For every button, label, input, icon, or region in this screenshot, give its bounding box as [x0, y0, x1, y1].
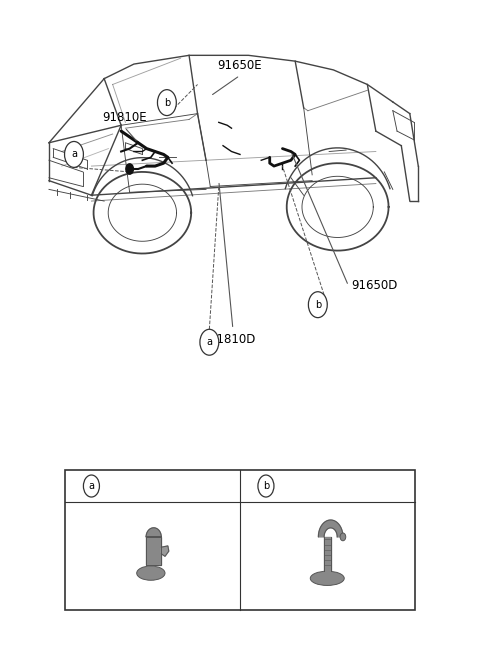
Polygon shape — [146, 528, 161, 537]
Text: 91810E: 91810E — [102, 111, 147, 124]
Circle shape — [157, 90, 176, 115]
Text: b: b — [263, 481, 269, 491]
Bar — [65, 470, 415, 609]
Circle shape — [200, 329, 219, 355]
Text: a: a — [206, 337, 212, 347]
Polygon shape — [161, 546, 169, 556]
Text: 91650D: 91650D — [351, 279, 397, 293]
Circle shape — [340, 533, 346, 541]
Text: a: a — [88, 481, 95, 491]
Text: b: b — [164, 98, 170, 108]
Circle shape — [258, 475, 274, 497]
Text: a: a — [71, 150, 77, 159]
Ellipse shape — [310, 571, 344, 585]
Polygon shape — [146, 537, 161, 565]
Text: b: b — [315, 300, 321, 310]
Text: 91810D: 91810D — [210, 333, 256, 346]
Text: 91763: 91763 — [113, 480, 150, 493]
Polygon shape — [318, 520, 343, 537]
Circle shape — [308, 292, 327, 318]
Circle shape — [84, 475, 99, 497]
Polygon shape — [324, 537, 331, 571]
Circle shape — [126, 164, 133, 174]
Ellipse shape — [137, 566, 165, 581]
Circle shape — [64, 142, 84, 167]
Text: 91766: 91766 — [287, 480, 324, 493]
Text: 91650E: 91650E — [218, 59, 262, 72]
